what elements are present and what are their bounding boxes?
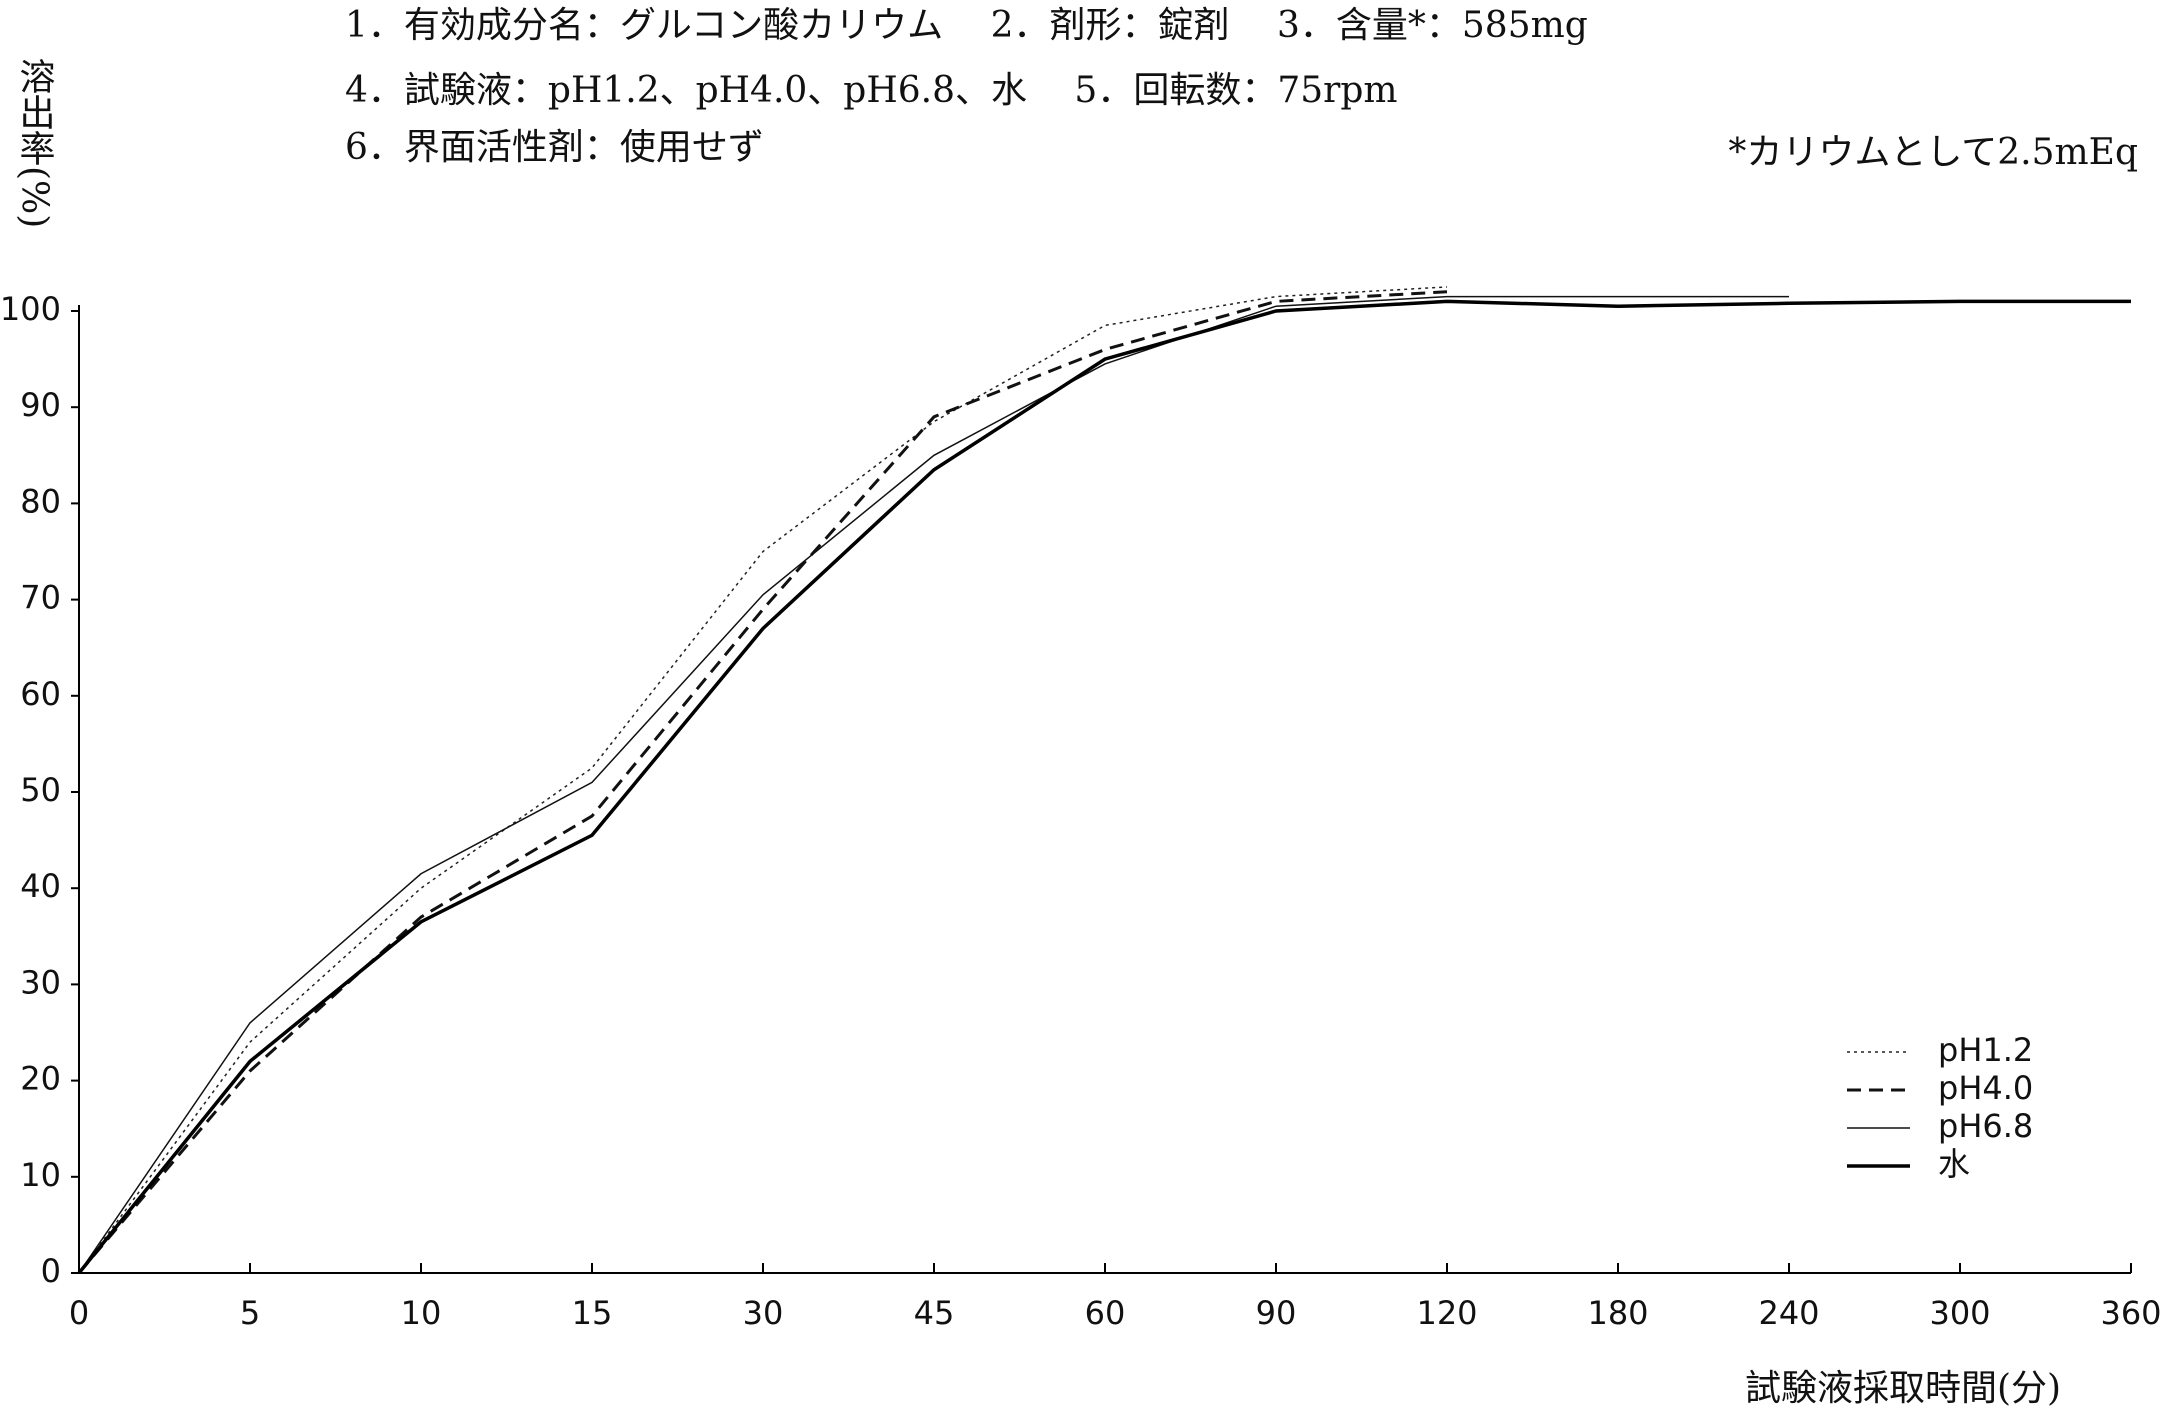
x-tick-label: 0 <box>69 1294 89 1332</box>
x-tick-label: 15 <box>572 1294 613 1332</box>
x-tick-label: 300 <box>1929 1294 1990 1332</box>
y-tick-label: 60 <box>20 675 61 713</box>
x-tick-label: 45 <box>914 1294 955 1332</box>
series-line <box>78 295 1789 1274</box>
x-tick-label: 120 <box>1416 1294 1477 1332</box>
x-tick-label: 360 <box>2100 1294 2161 1332</box>
legend-label: 水 <box>1938 1145 1970 1183</box>
y-tick-label: 50 <box>20 771 61 809</box>
y-tick-label: 30 <box>20 963 61 1001</box>
x-tick-label: 180 <box>1587 1294 1648 1332</box>
series-line <box>77 290 1448 1274</box>
series-line <box>78 286 1448 1274</box>
y-axis-label: 溶出率(%) <box>14 58 55 229</box>
y-tick-label: 100 <box>0 290 61 328</box>
y-tick-label: 90 <box>20 386 61 424</box>
annotation: *カリウムとして2.5mEq <box>1728 132 2138 173</box>
legend-label: pH1.2 <box>1938 1031 2033 1069</box>
legend-label: pH6.8 <box>1938 1107 2033 1145</box>
y-tick-label: 80 <box>20 482 61 520</box>
y-tick-label: 20 <box>20 1060 61 1098</box>
header-line: 4．試験液：pH1.2、pH4.0、pH6.8、水 5．回転数：75rpm <box>345 70 1398 111</box>
y-tick-label: 0 <box>41 1252 61 1290</box>
series-line <box>77 299 2131 1275</box>
x-axis-label: 試験液採取時間(分) <box>1745 1368 2061 1409</box>
x-tick-label: 10 <box>401 1294 442 1332</box>
x-tick-label: 240 <box>1758 1294 1819 1332</box>
y-tick-label: 40 <box>20 867 61 905</box>
x-tick-label: 90 <box>1256 1294 1297 1332</box>
legend-label: pH4.0 <box>1938 1069 2033 1107</box>
y-tick-label: 70 <box>20 579 61 617</box>
header-line: 1．有効成分名：グルコン酸カリウム 2．剤形：錠剤 3．含量*：585mg <box>345 5 1588 46</box>
x-tick-label: 60 <box>1085 1294 1126 1332</box>
y-tick-label: 10 <box>20 1156 61 1194</box>
x-tick-label: 30 <box>743 1294 784 1332</box>
x-tick-label: 5 <box>240 1294 260 1332</box>
header-line: 6．界面活性剤：使用せず <box>345 127 764 168</box>
